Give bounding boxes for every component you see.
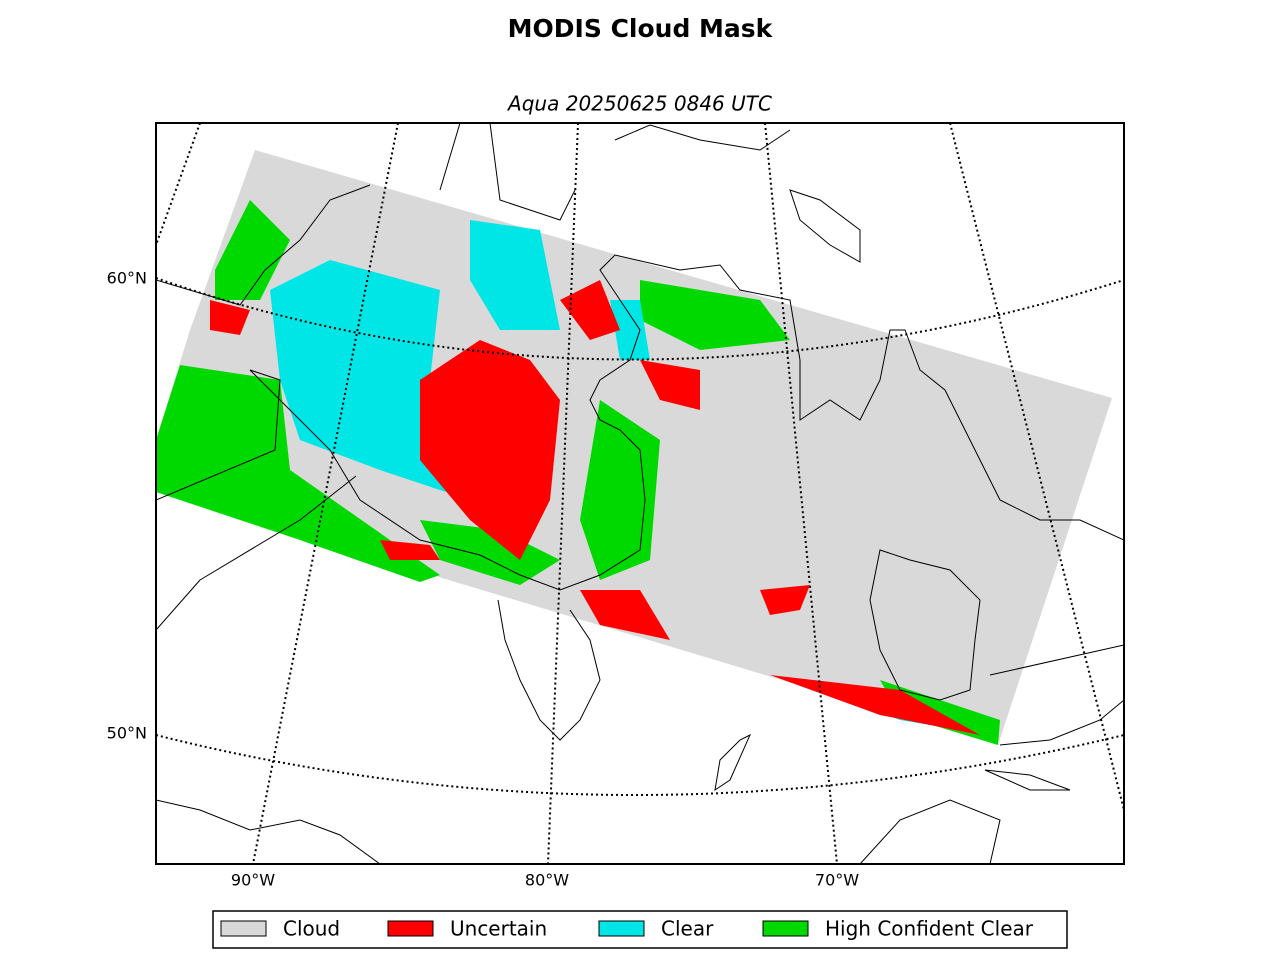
mask-region (156, 365, 440, 582)
mask-region (580, 590, 670, 640)
legend-label: Clear (661, 917, 714, 941)
graticule (156, 123, 1124, 864)
lon-label: 90°W (231, 871, 275, 890)
map-area (156, 123, 1124, 864)
meridian (252, 123, 399, 864)
mask-region (770, 675, 980, 735)
swath (156, 150, 1112, 745)
meridian (764, 123, 838, 864)
legend-box (212, 910, 1068, 949)
coastline (439, 123, 861, 263)
mask-region (470, 220, 560, 330)
legend-swatch (762, 920, 809, 937)
meridian (949, 123, 1124, 811)
mask-region (760, 585, 810, 615)
legend-swatch (387, 920, 434, 937)
meridian (547, 123, 579, 864)
mask-region (610, 300, 650, 360)
mask-region (640, 280, 790, 350)
mask-region (580, 400, 660, 580)
mask-region (560, 280, 620, 340)
coastline (156, 184, 1124, 591)
parallel (156, 734, 1124, 796)
map-frame (155, 122, 1125, 865)
legend-label: Cloud (283, 917, 340, 941)
subtitle: Aqua 20250625 0846 UTC (506, 92, 772, 116)
mask-region (380, 540, 440, 560)
legend-label: High Confident Clear (825, 917, 1034, 941)
mask-region (420, 340, 560, 560)
coastlines (156, 123, 1124, 864)
lat-label: 60°N (107, 269, 147, 288)
mask-region (215, 200, 290, 300)
coastline (156, 475, 1124, 864)
legend-swatch (598, 920, 645, 937)
legend-label: Uncertain (450, 917, 547, 941)
lat-label: 50°N (107, 724, 147, 743)
lon-label: 80°W (525, 871, 569, 890)
mask-region (420, 520, 560, 585)
title: MODIS Cloud Mask (508, 14, 774, 43)
lon-label: 70°W (815, 871, 859, 890)
legend-swatch (220, 920, 267, 937)
mask-region (210, 300, 250, 335)
legend: Cloud Uncertain Clear High Confident Clear (212, 910, 1068, 949)
mask-region (640, 360, 700, 410)
meridian (156, 123, 201, 246)
